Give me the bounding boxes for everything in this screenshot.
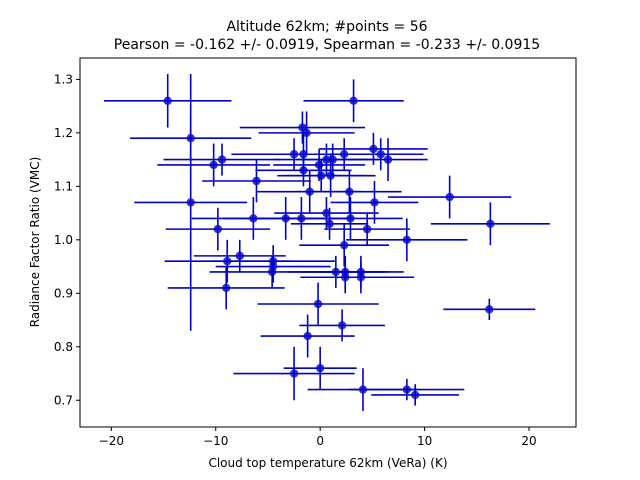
data-point-13 xyxy=(157,143,271,187)
plot-frame xyxy=(79,57,577,428)
point-marker xyxy=(486,219,495,228)
point-marker xyxy=(370,198,379,207)
data-point-34 xyxy=(299,223,390,267)
chart-title: Altitude 62km; #points = 56 xyxy=(226,19,427,35)
point-marker xyxy=(445,192,454,202)
data-point-55 xyxy=(297,143,369,176)
data-point-45 xyxy=(167,266,285,310)
x-axis: −20 −10 0 10 20 xyxy=(99,427,537,448)
x-tick-label: −20 xyxy=(99,434,124,448)
point-marker xyxy=(362,224,372,234)
point-marker xyxy=(209,160,218,170)
data-point-18 xyxy=(202,159,311,203)
point-marker xyxy=(356,273,366,282)
y-tick-label: 0.9 xyxy=(54,286,73,300)
data-point-50 xyxy=(233,346,355,401)
data-point-21 xyxy=(388,175,512,219)
point-marker xyxy=(299,166,308,175)
data-point-30 xyxy=(430,202,550,246)
data-point-44 xyxy=(307,261,415,294)
point-marker xyxy=(289,369,299,378)
point-marker xyxy=(376,150,385,159)
y-tick-label: 0.8 xyxy=(54,340,73,354)
point-marker xyxy=(326,171,335,180)
point-marker xyxy=(213,224,223,234)
data-point-49 xyxy=(260,314,355,358)
data-point-35 xyxy=(193,239,286,272)
point-marker xyxy=(369,144,378,154)
point-marker xyxy=(221,283,231,293)
point-marker xyxy=(267,267,277,277)
data-point-1 xyxy=(303,79,404,123)
point-marker xyxy=(485,305,494,314)
chart-subtitle: Pearson = -0.162 +/- 0.0919, Spearman = … xyxy=(114,37,540,53)
data-point-0 xyxy=(104,74,232,128)
point-marker xyxy=(303,331,312,341)
point-marker xyxy=(325,219,334,228)
y-tick-label: 0.7 xyxy=(54,393,73,407)
point-marker xyxy=(339,240,349,250)
x-tick-label: 20 xyxy=(521,434,536,448)
data-point-28 xyxy=(191,197,315,240)
data-point-31 xyxy=(165,207,271,251)
data-point-46 xyxy=(257,282,379,326)
y-tick-label: 1.2 xyxy=(54,126,73,140)
point-marker xyxy=(313,299,323,309)
data-point-53 xyxy=(349,378,465,401)
plot-marks xyxy=(104,74,550,411)
point-marker xyxy=(314,160,324,170)
data-point-10 xyxy=(337,138,424,171)
point-marker xyxy=(328,155,337,164)
y-axis-label: Radiance Factor Ratio (VMC) xyxy=(28,157,42,328)
point-marker xyxy=(337,321,347,330)
data-point-3 xyxy=(239,111,366,144)
y-tick-label: 1.0 xyxy=(54,233,73,247)
point-marker xyxy=(383,155,393,164)
point-marker xyxy=(315,363,325,373)
point-marker xyxy=(345,187,354,196)
data-point-54 xyxy=(371,384,460,406)
data-point-33 xyxy=(346,218,468,262)
y-axis: 0.7 0.8 0.9 1.0 1.1 1.2 1.3 xyxy=(54,72,80,407)
data-point-29 xyxy=(290,207,369,240)
point-marker xyxy=(249,214,258,223)
data-point-51 xyxy=(283,346,357,390)
y-tick-label: 1.1 xyxy=(54,179,73,193)
point-marker xyxy=(186,198,195,207)
x-tick-label: 10 xyxy=(417,434,432,448)
data-point-4 xyxy=(258,111,355,155)
point-marker xyxy=(163,96,172,105)
data-point-48 xyxy=(299,309,385,342)
point-marker xyxy=(402,385,412,394)
point-marker xyxy=(302,128,311,138)
y-tick-label: 1.3 xyxy=(54,72,73,86)
x-tick-label: 0 xyxy=(316,434,324,448)
point-marker xyxy=(402,235,412,245)
data-point-20 xyxy=(297,170,402,214)
point-marker xyxy=(322,208,331,218)
x-tick-label: −10 xyxy=(203,434,228,448)
data-point-47 xyxy=(443,298,536,321)
point-marker xyxy=(252,176,261,186)
point-marker xyxy=(349,96,358,105)
data-point-27 xyxy=(298,197,403,240)
point-marker xyxy=(346,214,355,223)
point-marker xyxy=(410,390,420,400)
point-marker xyxy=(235,251,244,261)
x-axis-label: Cloud top temperature 62km (VeRa) (K) xyxy=(208,456,447,470)
data-point-22 xyxy=(330,181,419,224)
data-point-12 xyxy=(163,143,281,176)
point-marker xyxy=(217,155,227,164)
data-point-23 xyxy=(134,74,248,331)
